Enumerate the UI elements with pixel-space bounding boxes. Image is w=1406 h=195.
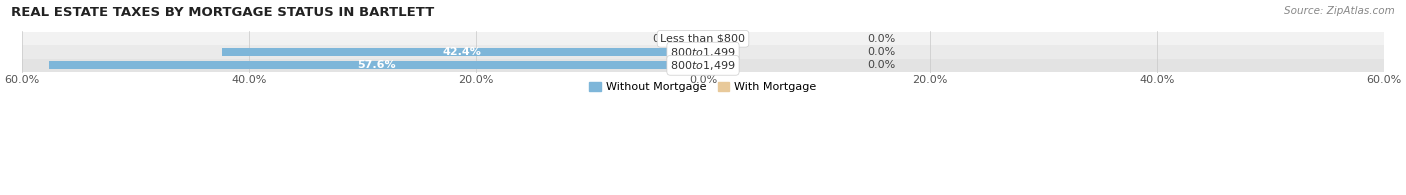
Bar <box>222 48 703 56</box>
Bar <box>49 61 703 69</box>
Text: $800 to $1,499: $800 to $1,499 <box>671 59 735 72</box>
Text: 0.0%: 0.0% <box>868 60 896 70</box>
Text: $800 to $1,499: $800 to $1,499 <box>671 46 735 58</box>
Text: REAL ESTATE TAXES BY MORTGAGE STATUS IN BARTLETT: REAL ESTATE TAXES BY MORTGAGE STATUS IN … <box>11 6 434 19</box>
Text: Less than $800: Less than $800 <box>661 34 745 44</box>
Text: 0.0%: 0.0% <box>652 34 681 44</box>
Legend: Without Mortgage, With Mortgage: Without Mortgage, With Mortgage <box>585 77 821 97</box>
Bar <box>21 45 1385 59</box>
Text: 42.4%: 42.4% <box>443 47 482 57</box>
Text: Source: ZipAtlas.com: Source: ZipAtlas.com <box>1284 6 1395 16</box>
Text: 0.0%: 0.0% <box>868 34 896 44</box>
Bar <box>21 32 1385 45</box>
Text: 57.6%: 57.6% <box>357 60 395 70</box>
Text: 0.0%: 0.0% <box>868 47 896 57</box>
Bar <box>21 59 1385 72</box>
